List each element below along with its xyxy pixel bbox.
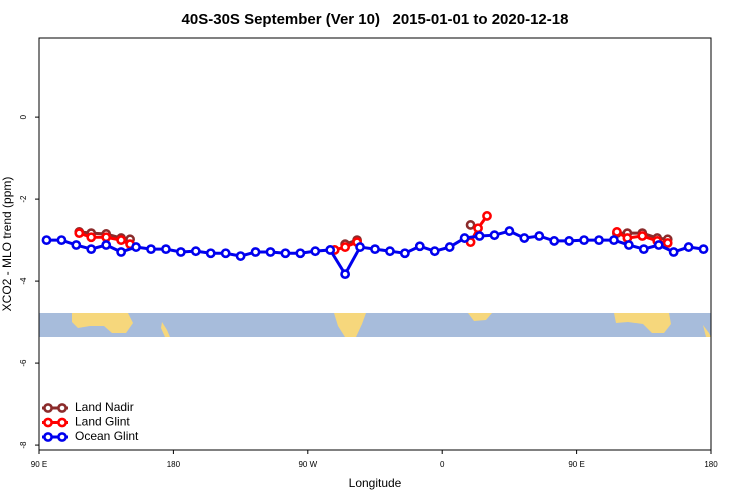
point bbox=[74, 228, 85, 239]
point bbox=[637, 231, 648, 241]
legend-label: Land Glint bbox=[75, 415, 130, 429]
point bbox=[190, 246, 201, 257]
point bbox=[280, 248, 291, 259]
point bbox=[71, 240, 82, 250]
ocean-band bbox=[39, 313, 711, 337]
legend-marker bbox=[57, 417, 67, 428]
chart-title: 40S-30S September (Ver 10) 2015-01-01 to… bbox=[182, 11, 569, 28]
point bbox=[668, 247, 679, 257]
point bbox=[310, 246, 321, 257]
point bbox=[86, 244, 97, 255]
land-nz-2 bbox=[703, 325, 711, 337]
y-tick-label: -4 bbox=[19, 277, 28, 285]
legend-marker bbox=[57, 432, 67, 442]
x-tick-label: 180 bbox=[704, 460, 718, 469]
legend-marker bbox=[43, 403, 53, 413]
plot-frame bbox=[38, 37, 712, 451]
point bbox=[564, 236, 575, 246]
x-tick-label: 90 E bbox=[568, 460, 584, 469]
point bbox=[86, 232, 97, 243]
point bbox=[683, 242, 694, 252]
point bbox=[489, 230, 500, 241]
x-axis-label: Longitude bbox=[349, 476, 402, 490]
point bbox=[116, 235, 127, 246]
land-australia bbox=[72, 313, 133, 333]
point bbox=[175, 247, 186, 257]
point bbox=[355, 242, 365, 252]
x-tick-label: 180 bbox=[167, 460, 181, 469]
x-tick-label: 0 bbox=[440, 460, 445, 469]
x-tick-label: 90 E bbox=[31, 460, 47, 469]
map-strip bbox=[39, 313, 711, 337]
point bbox=[56, 235, 67, 246]
point bbox=[220, 248, 231, 259]
point bbox=[101, 240, 112, 250]
point bbox=[116, 247, 127, 257]
point bbox=[504, 226, 515, 236]
point bbox=[250, 247, 261, 257]
point bbox=[623, 240, 634, 250]
point bbox=[205, 248, 216, 259]
point bbox=[265, 247, 276, 257]
point bbox=[340, 269, 351, 280]
point bbox=[414, 241, 425, 252]
point bbox=[579, 235, 589, 246]
point bbox=[370, 244, 380, 255]
point bbox=[131, 242, 141, 252]
land-australia-2 bbox=[614, 313, 671, 333]
legend-marker bbox=[43, 432, 53, 442]
point bbox=[473, 223, 483, 234]
point bbox=[295, 248, 306, 259]
point bbox=[340, 242, 351, 252]
point bbox=[101, 232, 112, 243]
legend-marker bbox=[57, 403, 67, 413]
point bbox=[161, 244, 171, 255]
y-tick-label: -6 bbox=[19, 359, 28, 367]
point bbox=[429, 246, 440, 257]
point bbox=[399, 248, 410, 259]
y-tick-label: -2 bbox=[19, 195, 28, 203]
point bbox=[465, 220, 476, 230]
y-tick-label: -8 bbox=[19, 441, 28, 449]
point bbox=[459, 233, 470, 243]
point bbox=[609, 235, 619, 246]
point bbox=[549, 236, 560, 246]
legend-label: Ocean Glint bbox=[75, 429, 139, 443]
legend-marker bbox=[43, 417, 53, 428]
point bbox=[638, 244, 649, 255]
point bbox=[534, 231, 545, 241]
y-axis-label: XCO2 - MLO trend (ppm) bbox=[0, 177, 14, 312]
point bbox=[698, 244, 709, 255]
y-tick-label: 0 bbox=[19, 114, 28, 119]
point bbox=[444, 242, 455, 252]
point bbox=[41, 235, 52, 246]
point bbox=[474, 231, 485, 241]
point bbox=[482, 211, 492, 221]
point bbox=[612, 227, 622, 237]
land-south-america bbox=[334, 313, 366, 337]
x-tick-label: 90 W bbox=[298, 460, 317, 469]
series-line bbox=[79, 230, 668, 246]
legend-label: Land Nadir bbox=[75, 400, 134, 414]
land-nz bbox=[161, 322, 170, 337]
point bbox=[235, 251, 246, 261]
point bbox=[385, 246, 395, 257]
point bbox=[519, 233, 530, 243]
point bbox=[653, 240, 664, 250]
point bbox=[662, 238, 673, 248]
point bbox=[146, 244, 156, 255]
land-africa bbox=[468, 313, 492, 321]
point bbox=[325, 245, 336, 255]
point bbox=[594, 235, 604, 246]
